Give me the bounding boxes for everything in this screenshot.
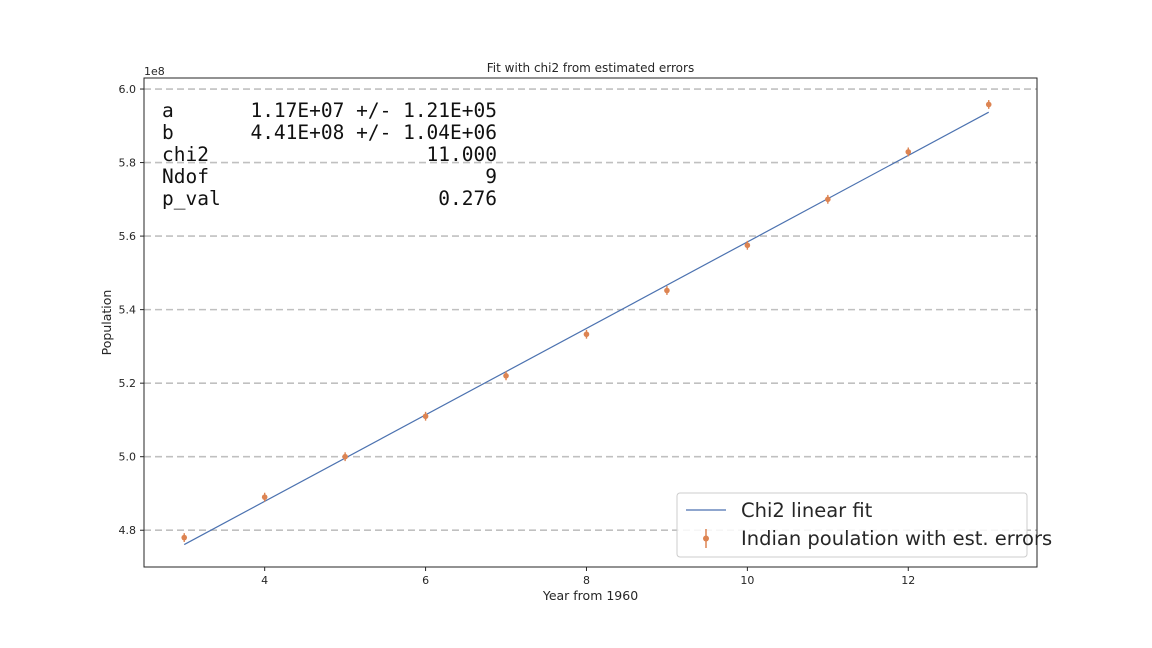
x-tick-label: 4: [261, 574, 268, 587]
x-axis-label: Year from 1960: [542, 588, 638, 603]
x-tick-label: 6: [422, 574, 429, 587]
data-point: [825, 196, 831, 203]
stat-name: Ndof: [162, 165, 209, 188]
stat-name: a: [162, 99, 174, 122]
data-point: [744, 242, 751, 249]
y-tick-label: 5.0: [119, 451, 137, 464]
stat-value: 1.17E+07 +/- 1.21E+05: [250, 99, 497, 122]
data-point: [422, 413, 429, 420]
data-point: [583, 331, 590, 338]
y-tick-label: 5.4: [119, 304, 137, 317]
data-point: [181, 534, 188, 541]
y-tick-label: 5.2: [119, 377, 137, 390]
axes-frame: [143, 77, 1038, 568]
stat-value: 9: [485, 165, 497, 188]
data-point: [261, 494, 268, 500]
y-tick-label: 4.8: [119, 524, 137, 537]
y-offset-label: 1e8: [144, 65, 165, 78]
x-axis: 4 6 8 10 12: [261, 567, 915, 587]
stat-name: b: [162, 121, 174, 144]
stat-value: 11.000: [427, 143, 497, 166]
stat-name: chi2: [162, 143, 209, 166]
data-point: [905, 149, 912, 155]
stat-value: 4.41E+08 +/- 1.04E+06: [250, 121, 497, 144]
fit-stats-box: a 1.17E+07 +/- 1.21E+05 b 4.41E+08 +/- 1.04…: [162, 99, 497, 210]
legend: Chi2 linear fit Indian poulation with es…: [676, 492, 1052, 558]
x-tick-label: 10: [740, 574, 754, 587]
y-tick-label: 5.8: [119, 157, 137, 170]
y-grid: [144, 88, 1037, 532]
data-point: [664, 287, 670, 294]
legend-label-fit: Chi2 linear fit: [741, 499, 873, 522]
y-tick-label: 6.0: [119, 83, 137, 96]
legend-label-data: Indian poulation with est. errors: [741, 527, 1052, 550]
y-axis: 4.8 5.0 5.2 5.4 5.6 5.8 6.0: [119, 83, 144, 537]
y-tick-label: 5.6: [119, 230, 137, 243]
stat-name: p_val: [162, 187, 221, 210]
legend-frame: [676, 492, 1028, 558]
y-axis-label: Population: [99, 290, 114, 356]
fit-line: [183, 111, 990, 546]
x-tick-label: 8: [583, 574, 590, 587]
data-point: [342, 453, 348, 460]
x-tick-label: 12: [901, 574, 915, 587]
data-point: [503, 373, 509, 379]
stat-value: 0.276: [438, 187, 497, 210]
legend-point-marker: [703, 535, 709, 542]
chart-title: Fit with chi2 from estimated errors: [487, 61, 694, 75]
data-point: [985, 101, 992, 108]
plot-area: [181, 100, 992, 546]
